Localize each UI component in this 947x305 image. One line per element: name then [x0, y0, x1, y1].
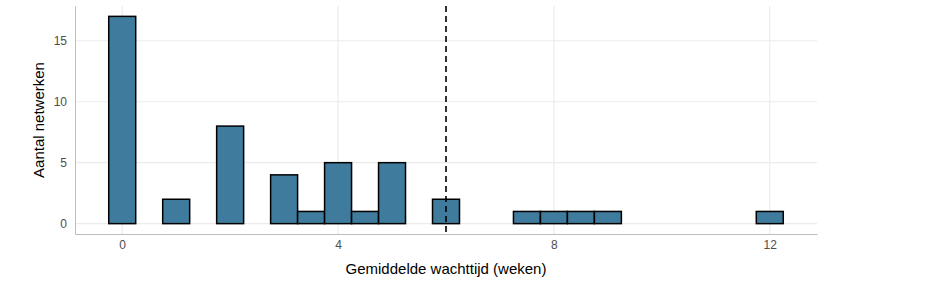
x-tick: 8: [551, 234, 558, 252]
histogram-bar: [756, 211, 783, 223]
y-tick-label: 10: [54, 95, 68, 109]
x-tick-label: 8: [551, 238, 558, 252]
y-grid-line: [75, 162, 817, 163]
histogram-bar: [729, 223, 756, 225]
y-tick: 15: [54, 34, 75, 48]
y-tick: 10: [54, 95, 75, 109]
x-tick: 12: [764, 234, 778, 252]
y-tick-label: 5: [60, 156, 67, 170]
histogram-bar: [109, 16, 136, 223]
histogram-bar: [540, 211, 567, 223]
histogram-bar: [675, 223, 702, 225]
histogram-bar: [271, 175, 298, 224]
histogram-bar: [513, 211, 540, 223]
x-grid-line: [769, 6, 770, 234]
histogram-bar: [702, 223, 729, 225]
x-axis-line: [76, 234, 818, 235]
histogram-bar: [244, 223, 271, 225]
histogram-bar: [379, 163, 406, 224]
histogram-bar: [594, 211, 621, 223]
histogram-bar: [648, 223, 675, 225]
x-grid-line: [553, 6, 554, 234]
histogram-bar: [325, 163, 352, 224]
x-tick-label: 12: [764, 238, 778, 252]
histogram-bar: [621, 223, 648, 225]
y-axis-line: [75, 7, 76, 235]
x-tick-label: 4: [335, 238, 342, 252]
y-axis-title: Aantal netwerken: [30, 62, 47, 178]
y-tick-label: 0: [60, 217, 67, 231]
y-tick: 5: [60, 156, 75, 170]
histogram-bar: [298, 211, 325, 223]
y-axis: 0 5 10 15: [54, 7, 76, 235]
grid: [75, 6, 817, 234]
histogram-bar: [136, 223, 163, 225]
histogram-bar: [352, 211, 379, 223]
histogram-bar: [459, 223, 486, 225]
histogram-bar: [190, 223, 217, 225]
background: [0, 0, 947, 305]
threshold-line: [445, 6, 447, 234]
y-tick-label: 15: [54, 34, 68, 48]
x-tick-label: 0: [119, 238, 126, 252]
histogram-bar: [567, 211, 594, 223]
plot-area: [109, 6, 784, 234]
histogram-bar: [163, 199, 190, 223]
histogram-bar: [217, 126, 244, 224]
y-tick: 0: [60, 217, 75, 231]
x-axis-title: Gemiddelde wachttijd (weken): [346, 260, 547, 277]
x-axis: 0 4 8 12: [76, 234, 818, 252]
x-tick: 4: [335, 234, 342, 252]
histogram-bar: [486, 223, 513, 225]
x-tick: 0: [119, 234, 126, 252]
histogram-bar: [406, 223, 433, 225]
